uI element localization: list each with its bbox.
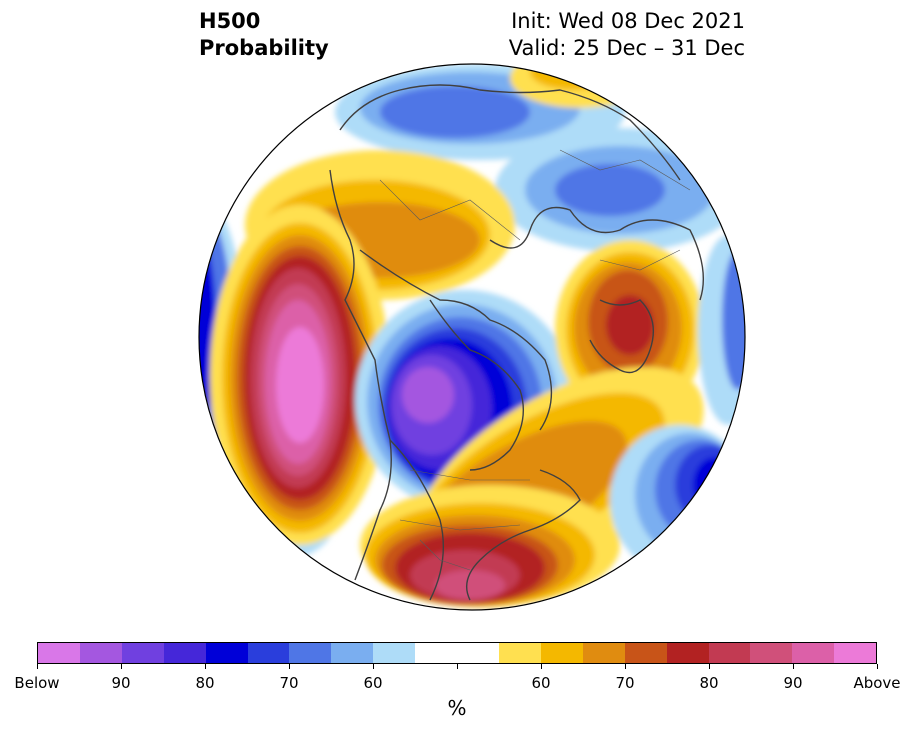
probability-field — [199, 64, 745, 610]
colorbar-segment — [163, 643, 206, 663]
colorbar-segment — [415, 643, 458, 663]
colorbar-tick — [793, 664, 794, 669]
colorbar — [37, 642, 877, 664]
colorbar-segment — [624, 643, 667, 663]
colorbar-tick — [373, 664, 374, 669]
colorbar-segment — [205, 643, 248, 663]
colorbar-segment — [498, 643, 541, 663]
colorbar-segment — [289, 643, 332, 663]
init-date: Init: Wed 08 Dec 2021 — [511, 9, 745, 33]
date-block: Init: Wed 08 Dec 2021 Valid: 25 Dec – 31… — [509, 8, 745, 62]
colorbar-tick-label: 90 — [783, 674, 803, 692]
colorbar-segment — [38, 643, 80, 663]
colorbar-tick-label: 60 — [363, 674, 383, 692]
borders — [379, 149, 691, 571]
colorbar-tick — [457, 664, 458, 669]
colorbar-tick-label: 60 — [531, 674, 551, 692]
colorbar-tick — [121, 664, 122, 669]
coastlines — [329, 84, 705, 601]
polar-map — [198, 63, 746, 611]
colorbar-segment — [708, 643, 751, 663]
valid-date: Valid: 25 Dec – 31 Dec — [508, 36, 745, 60]
colorbar-tick-label: 70 — [279, 674, 299, 692]
colorbar-tick-label: Below — [14, 674, 60, 692]
colorbar-tick — [625, 664, 626, 669]
colorbar-tick-label: 80 — [699, 674, 719, 692]
colorbar-segment — [457, 643, 499, 663]
title-variable: H500 — [199, 9, 261, 33]
colorbar-unit: % — [447, 696, 467, 720]
colorbar-segment — [792, 643, 835, 663]
colorbar-tick — [877, 664, 878, 669]
colorbar-tick-label: Above — [853, 674, 901, 692]
title-block: H500 Probability — [199, 8, 329, 62]
colorbar-tick-label: 70 — [615, 674, 635, 692]
colorbar-tick — [289, 664, 290, 669]
colorbar-segment — [582, 643, 625, 663]
colorbar-tick — [37, 664, 38, 669]
colorbar-segment — [834, 643, 877, 663]
colorbar-tick — [205, 664, 206, 669]
colorbar-segment — [666, 643, 709, 663]
colorbar-segment — [121, 643, 164, 663]
colorbar-segment — [79, 643, 122, 663]
map-boundary — [198, 63, 746, 611]
colorbar-tick — [709, 664, 710, 669]
colorbar-tick-label: 80 — [195, 674, 215, 692]
colorbar-tick — [541, 664, 542, 669]
colorbar-segment — [373, 643, 416, 663]
colorbar-segment — [540, 643, 583, 663]
title-product: Probability — [199, 36, 329, 60]
colorbar-segment — [247, 643, 290, 663]
colorbar-segment — [750, 643, 793, 663]
colorbar-tick-label: 90 — [111, 674, 131, 692]
colorbar-segment — [331, 643, 374, 663]
